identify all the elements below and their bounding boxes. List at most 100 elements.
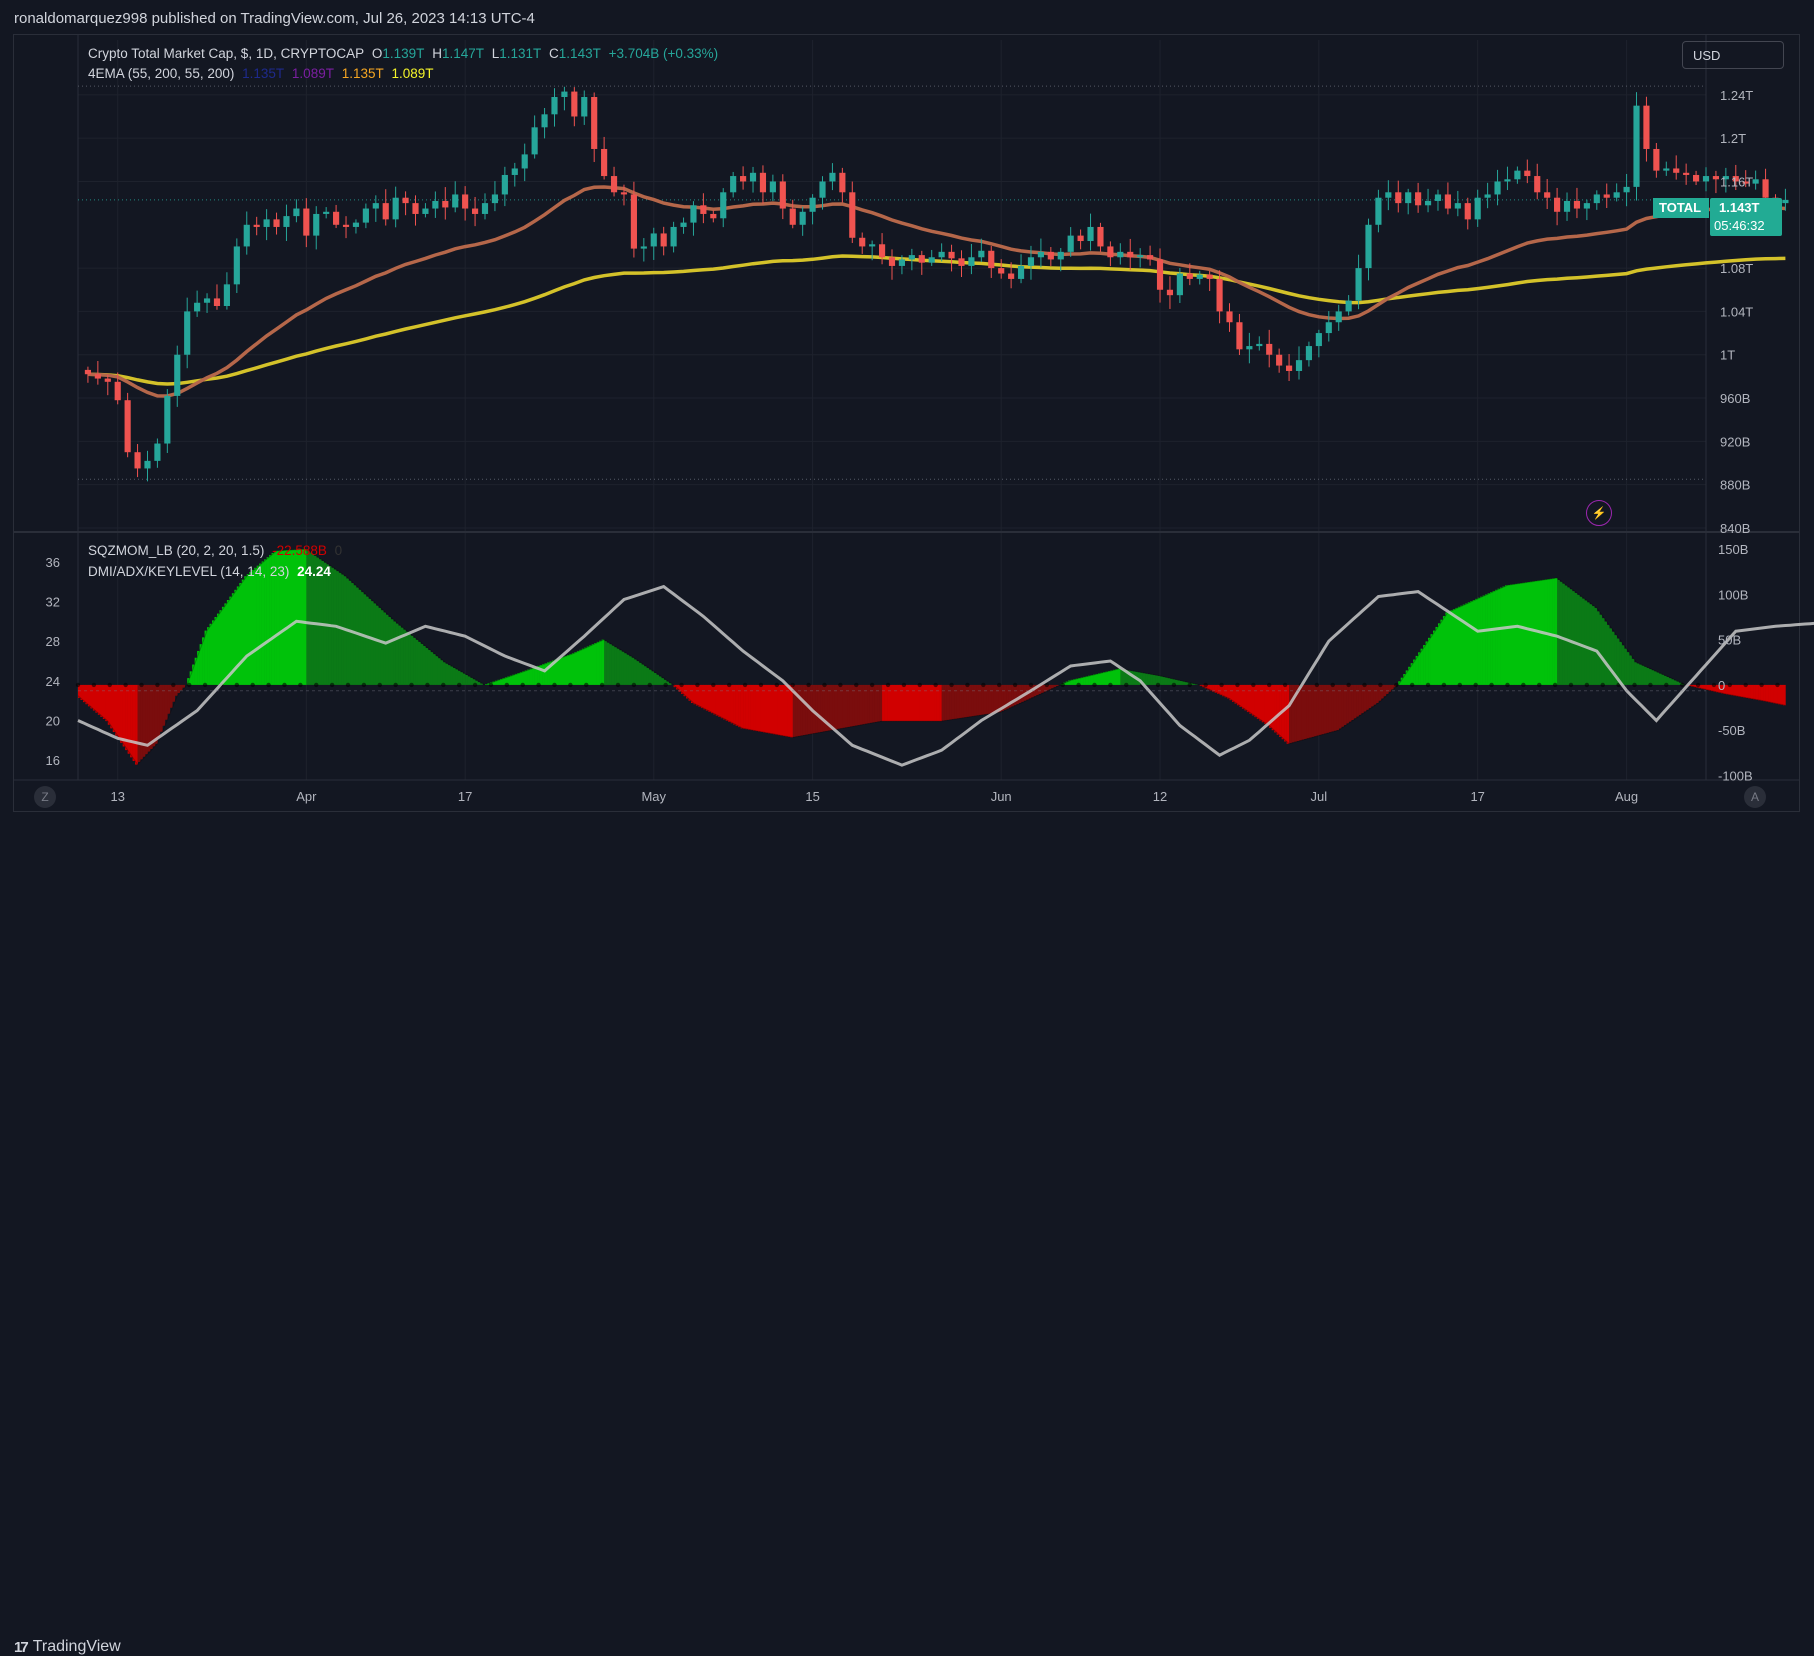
momentum-bar <box>643 666 647 685</box>
momentum-bar <box>1490 592 1493 685</box>
momentum-bar <box>1316 684 1320 736</box>
candle-body <box>610 176 618 193</box>
momentum-bar <box>1745 684 1749 699</box>
momentum-bar <box>1658 673 1662 685</box>
price-axis-tick: 1.04T <box>1720 304 1753 319</box>
momentum-bar <box>395 623 399 685</box>
squeeze-dot <box>234 682 240 688</box>
candle-body <box>1107 246 1114 258</box>
momentum-bar <box>1552 578 1555 685</box>
dmi-title[interactable]: DMI/ADX/KEYLEVEL (14, 14, 23) <box>88 564 290 579</box>
momentum-bar <box>380 610 384 685</box>
momentum-bar <box>844 684 848 728</box>
tradingview-brand[interactable]: 17 TradingView <box>14 1638 121 1656</box>
momentum-bar <box>1472 600 1476 685</box>
squeeze-dot <box>441 682 446 688</box>
momentum-bar <box>802 684 806 736</box>
momentum-bar <box>1038 684 1042 694</box>
squeeze-dot <box>568 682 573 688</box>
momentum-bar <box>177 684 181 694</box>
momentum-bar <box>1408 666 1411 685</box>
momentum-bar <box>291 549 295 685</box>
momentum-bar <box>1730 684 1734 696</box>
candle-body <box>233 246 240 285</box>
squeeze-dot <box>1695 682 1701 688</box>
momentum-bar <box>1631 658 1635 685</box>
momentum-bar <box>638 662 642 685</box>
momentum-bar <box>231 593 235 685</box>
lightning-alert-icon[interactable]: ⚡ <box>1586 500 1612 526</box>
ema-legend[interactable]: 4EMA (55, 200, 55, 200) 1.135T 1.089T 1.… <box>88 66 438 81</box>
ema-title[interactable]: 4EMA (55, 200, 55, 200) <box>88 66 235 81</box>
candle-body <box>958 258 965 266</box>
candle-body <box>1325 322 1332 334</box>
momentum-bar <box>373 603 377 685</box>
candle-body <box>104 378 111 382</box>
adx-axis-tick: 20 <box>46 713 60 728</box>
momentum-bar <box>1482 595 1486 685</box>
dmi-legend[interactable]: DMI/ADX/KEYLEVEL (14, 14, 23) 24.24 <box>88 564 335 579</box>
auto-scale-button[interactable]: A <box>1744 786 1766 808</box>
momentum-bar <box>884 684 888 722</box>
sqz-legend[interactable]: SQZMOM_LB (20, 2, 20, 1.5) -22.588B 0 <box>88 543 346 558</box>
momentum-bar <box>824 684 828 732</box>
momentum-bar <box>1107 670 1111 685</box>
momentum-bar <box>460 672 463 685</box>
momentum-bar <box>1502 586 1506 685</box>
momentum-bar <box>286 550 290 685</box>
momentum-bar <box>1452 609 1456 685</box>
momentum-bar <box>212 620 215 685</box>
momentum-bar <box>815 684 818 733</box>
momentum-bar <box>1420 648 1424 685</box>
momentum-bar <box>296 549 300 685</box>
momentum-bar <box>410 635 414 685</box>
momentum-bar <box>849 684 853 727</box>
main-legend[interactable]: Crypto Total Market Cap, $, 1D, CRYPTOCA… <box>88 46 722 61</box>
candle-body <box>918 255 925 263</box>
squeeze-dot <box>1187 682 1193 688</box>
momentum-bar <box>1460 605 1464 685</box>
momentum-bar <box>532 667 535 685</box>
momentum-bar <box>842 684 846 728</box>
candle-body <box>1305 346 1313 361</box>
momentum-bar <box>792 684 796 737</box>
squeeze-dot <box>854 682 859 688</box>
momentum-bar <box>556 658 560 685</box>
sqz-title[interactable]: SQZMOM_LB (20, 2, 20, 1.5) <box>88 543 265 558</box>
momentum-bar <box>477 682 481 685</box>
candle-body <box>541 114 548 128</box>
momentum-bar <box>1177 680 1181 685</box>
momentum-bar <box>1626 652 1630 685</box>
momentum-bar <box>1286 684 1290 744</box>
squeeze-dot <box>298 682 303 688</box>
momentum-bar <box>202 637 205 685</box>
candle-body <box>372 203 379 209</box>
momentum-bar <box>1646 667 1650 685</box>
momentum-bar <box>450 666 454 685</box>
momentum-bar <box>1328 684 1332 733</box>
candle-body <box>869 244 876 247</box>
momentum-bar <box>1279 684 1282 737</box>
squeeze-dot <box>1028 682 1034 688</box>
candle-body <box>114 381 121 401</box>
momentum-bar <box>822 684 826 732</box>
momentum-bar <box>767 684 771 734</box>
symbol-title[interactable]: Crypto Total Market Cap, $, 1D, CRYPTOCA… <box>88 46 365 61</box>
candle-body <box>422 208 429 214</box>
momentum-bar <box>1495 589 1498 685</box>
candle-body <box>1524 170 1531 177</box>
momentum-bar <box>1380 684 1384 699</box>
momentum-bar <box>1480 596 1483 685</box>
currency-button[interactable]: USD <box>1682 41 1784 69</box>
momentum-bar <box>417 641 421 685</box>
momentum-bar <box>544 663 548 685</box>
momentum-bar <box>1383 684 1387 697</box>
momentum-bar <box>229 596 233 685</box>
momentum-bar <box>859 684 863 725</box>
chart-svg[interactable]: 1.24T 1.2T 1.16T 1.08T 1.04T 1T 960B 920B 880B 84… <box>0 0 1814 858</box>
momentum-bar <box>365 596 369 685</box>
momentum-bar <box>1016 684 1019 705</box>
momentum-bar <box>1224 684 1228 698</box>
momentum-bar <box>271 552 275 685</box>
timezone-toggle-button[interactable]: Z <box>34 786 56 808</box>
